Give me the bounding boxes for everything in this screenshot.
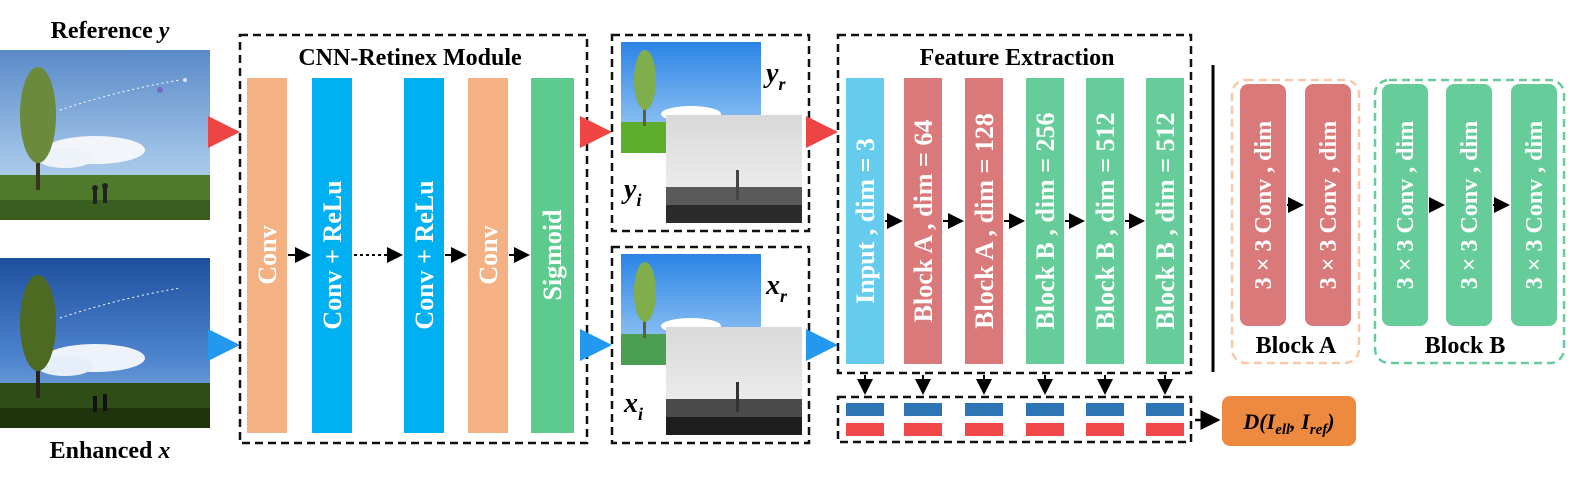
feature-maps bbox=[846, 403, 1184, 436]
feature-map-ref-1 bbox=[904, 423, 942, 436]
block-b-title: Block B bbox=[1425, 333, 1506, 359]
feature-map-enh-1 bbox=[904, 403, 942, 416]
cnn-layer-label-3: Conv bbox=[474, 225, 503, 284]
feature-block-b-256 bbox=[1026, 78, 1064, 364]
block-a-layer-label-0: 3 × 3 Conv , dim bbox=[1251, 121, 1277, 289]
block-b-layer-1 bbox=[1382, 84, 1428, 326]
x-i-label: xi bbox=[623, 388, 643, 424]
block-a-layer-label-1: 3 × 3 Conv , dim bbox=[1316, 121, 1342, 289]
y-i-label: yi bbox=[621, 174, 641, 210]
block-a-title: Block A bbox=[1256, 333, 1337, 359]
feature-block-a-64 bbox=[904, 78, 942, 364]
feature-block-label-2: Block A , dim = 128 bbox=[970, 113, 999, 329]
cnn-layer-conv-1 bbox=[247, 78, 287, 433]
feature-map-enh-3 bbox=[1026, 403, 1064, 416]
distance-label: D(Iell, Iref) bbox=[1242, 409, 1334, 438]
cnn-layer-label-0: Conv bbox=[253, 225, 282, 284]
distance-box bbox=[1222, 396, 1356, 446]
reference-label: Reference y bbox=[51, 18, 170, 44]
block-b-layer-label-1: 3 × 3 Conv , dim bbox=[1457, 121, 1483, 289]
cnn-retinex-frame bbox=[238, 33, 589, 445]
feature-maps-frame bbox=[836, 395, 1193, 444]
cnn-layer-label-1: Conv + ReLu bbox=[318, 180, 347, 329]
feature-map-enh-2 bbox=[965, 403, 1003, 416]
feature-extraction-frame bbox=[836, 33, 1193, 375]
cnn-layer-conv-relu-1 bbox=[312, 78, 352, 433]
feature-block-b-512-1 bbox=[1086, 78, 1124, 364]
ref-decomposition-frame bbox=[610, 33, 811, 233]
cnn-layer-conv-2 bbox=[468, 78, 508, 433]
cnn-retinex-title: CNN-Retinex Module bbox=[298, 45, 522, 71]
feature-block-b-512-2 bbox=[1146, 78, 1184, 364]
cnn-layer-conv-relu-2 bbox=[404, 78, 444, 433]
feature-map-enh-5 bbox=[1146, 403, 1184, 416]
feature-block-a-128 bbox=[965, 78, 1003, 364]
feature-map-enh-0 bbox=[846, 403, 884, 416]
y-r-label: yr bbox=[763, 58, 786, 94]
feature-map-ref-4 bbox=[1086, 423, 1124, 436]
reference-image bbox=[0, 49, 211, 221]
feature-block-label-0: Input , dim = 3 bbox=[851, 138, 880, 304]
enh-decomposition-frame bbox=[610, 245, 811, 445]
x-r-label: xr bbox=[765, 270, 788, 306]
block-a-layer-1 bbox=[1240, 84, 1286, 326]
cnn-layer-label-2: Conv + ReLu bbox=[410, 180, 439, 329]
block-b-layer-label-0: 3 × 3 Conv , dim bbox=[1393, 121, 1419, 289]
block-b-frame bbox=[1373, 78, 1566, 365]
feature-map-enh-4 bbox=[1086, 403, 1124, 416]
feature-map-ref-2 bbox=[965, 423, 1003, 436]
block-b-layer-3 bbox=[1511, 84, 1557, 326]
feature-map-ref-5 bbox=[1146, 423, 1184, 436]
block-b-layer-2 bbox=[1446, 84, 1492, 326]
block-a-layer-2 bbox=[1305, 84, 1351, 326]
feature-block-label-3: Block B , dim = 256 bbox=[1031, 112, 1060, 329]
block-b-layer-label-2: 3 × 3 Conv , dim bbox=[1522, 121, 1548, 289]
block-a-frame bbox=[1230, 78, 1361, 365]
cnn-layer-sigmoid bbox=[531, 78, 574, 433]
feature-block-label-5: Block B , dim = 512 bbox=[1151, 112, 1180, 329]
ref-illumination-image bbox=[666, 115, 802, 223]
enhanced-image bbox=[0, 258, 210, 428]
feature-map-ref-3 bbox=[1026, 423, 1064, 436]
feature-map-ref-0 bbox=[846, 423, 884, 436]
feature-block-label-4: Block B , dim = 512 bbox=[1091, 112, 1120, 329]
feature-block-label-1: Block A , dim = 64 bbox=[909, 120, 938, 323]
enhanced-label: Enhanced x bbox=[50, 438, 171, 464]
enh-illumination-image bbox=[666, 327, 802, 435]
feature-extraction-title: Feature Extraction bbox=[920, 45, 1115, 71]
feature-block-input bbox=[846, 78, 884, 364]
cnn-layer-label-4: Sigmoid bbox=[538, 209, 567, 301]
